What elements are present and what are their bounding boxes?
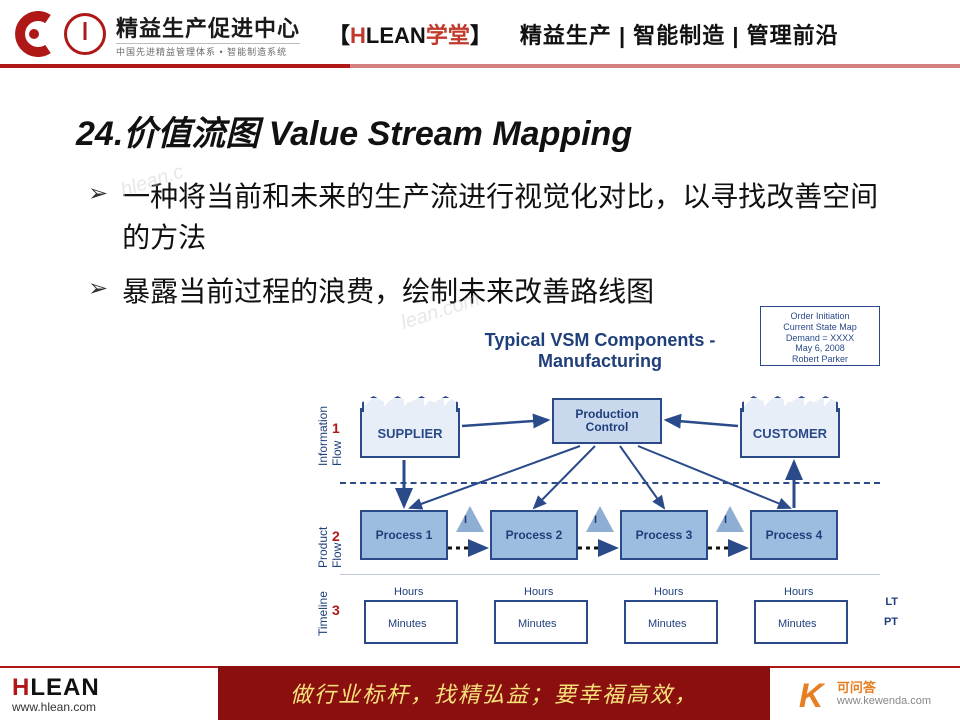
timeline-row: Hours Hours Hours Hours Minutes Minutes … bbox=[350, 588, 870, 636]
row-num-2: 2 bbox=[332, 528, 340, 544]
inventory-icon: I bbox=[456, 506, 484, 532]
bullet-marker-icon: ➢ bbox=[88, 177, 108, 258]
logo-c-icon bbox=[10, 11, 58, 57]
process-box: Process 1 bbox=[360, 510, 448, 560]
bullet-text: 暴露当前过程的浪费，绘制未来改善路线图 bbox=[122, 272, 654, 313]
bullet-text: 一种将当前和未来的生产流进行视觉化对比，以寻找改善空间的方法 bbox=[122, 177, 900, 258]
page-title: 24.价值流图 Value Stream Mapping bbox=[76, 106, 960, 155]
timeline-minutes: Minutes bbox=[778, 618, 817, 630]
axis-label-time: Timeline bbox=[316, 586, 330, 636]
pt-label: PT bbox=[884, 616, 898, 628]
row-separator bbox=[340, 482, 880, 484]
footer-url: www.hlean.com bbox=[12, 700, 96, 714]
timeline-hours: Hours bbox=[784, 586, 813, 598]
timeline-minutes: Minutes bbox=[648, 618, 687, 630]
diagram-note: Order Initiation Current State Map Deman… bbox=[760, 306, 880, 366]
brand-sub: 中国先进精益管理体系 • 智能制造系统 bbox=[116, 43, 300, 58]
header: 精益生产促进中心 中国先进精益管理体系 • 智能制造系统 【HLEAN学堂】 精… bbox=[0, 0, 960, 64]
supplier-box: SUPPLIER bbox=[360, 408, 460, 458]
timeline-minutes: Minutes bbox=[388, 618, 427, 630]
process-box: Process 3 bbox=[620, 510, 708, 560]
bullet-list: ➢一种将当前和未来的生产流进行视觉化对比，以寻找改善空间的方法 ➢暴露当前过程的… bbox=[88, 177, 900, 313]
process-box: Process 4 bbox=[750, 510, 838, 560]
timeline-hours: Hours bbox=[654, 586, 683, 598]
tagline: 精益生产 | 智能制造 | 管理前沿 bbox=[520, 18, 839, 50]
footer: HLEAN www.hlean.com 做行业标杆，找精弘益；要幸福高效， K … bbox=[0, 666, 960, 720]
brand-main: 精益生产促进中心 bbox=[116, 11, 300, 43]
production-control-box: Production Control bbox=[552, 398, 662, 444]
inventory-icon: I bbox=[586, 506, 614, 532]
process-box: Process 2 bbox=[490, 510, 578, 560]
header-divider bbox=[0, 64, 960, 68]
logo-l-icon bbox=[64, 13, 106, 55]
brand-text: 精益生产促进中心 中国先进精益管理体系 • 智能制造系统 bbox=[116, 11, 300, 58]
timeline-hours: Hours bbox=[394, 586, 423, 598]
bullet-marker-icon: ➢ bbox=[88, 272, 108, 313]
timeline-hours: Hours bbox=[524, 586, 553, 598]
row-separator bbox=[340, 574, 880, 575]
row-num-3: 3 bbox=[332, 602, 340, 618]
inventory-icon: I bbox=[716, 506, 744, 532]
k-text: 可问答 www.kewenda.com bbox=[837, 680, 931, 709]
row-num-1: 1 bbox=[332, 420, 340, 436]
customer-box: CUSTOMER bbox=[740, 408, 840, 458]
vsm-diagram: Typical VSM Components - Manufacturing O… bbox=[320, 330, 880, 650]
timeline-minutes: Minutes bbox=[518, 618, 557, 630]
lt-label: LT bbox=[885, 596, 898, 608]
logo-group: 精益生产促进中心 中国先进精益管理体系 • 智能制造系统 bbox=[10, 11, 300, 58]
footer-right: K 可问答 www.kewenda.com bbox=[770, 666, 960, 720]
bullet-item: ➢一种将当前和未来的生产流进行视觉化对比，以寻找改善空间的方法 bbox=[88, 177, 900, 258]
footer-logo: HLEAN bbox=[12, 674, 100, 702]
k-logo-icon: K bbox=[799, 677, 833, 711]
footer-slogan: 做行业标杆，找精弘益；要幸福高效， bbox=[218, 666, 770, 720]
hlean-badge: 【HLEAN学堂】 bbox=[328, 18, 492, 50]
footer-left: HLEAN www.hlean.com bbox=[0, 666, 218, 720]
